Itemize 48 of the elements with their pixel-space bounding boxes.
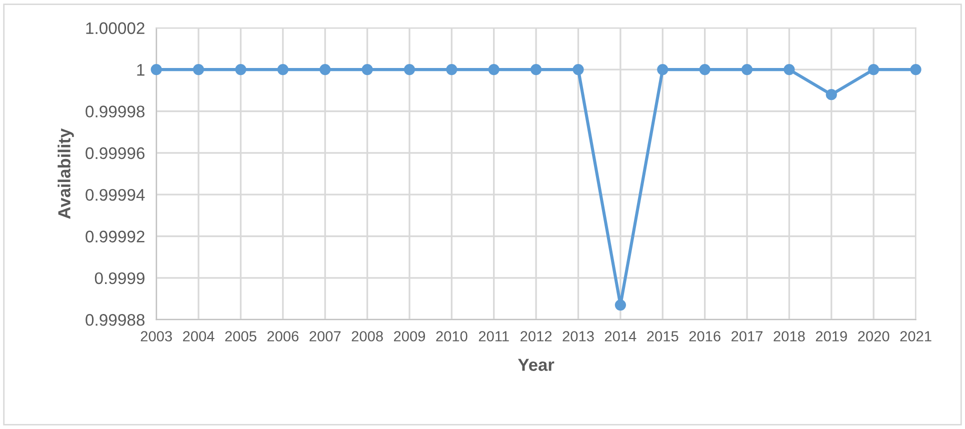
x-tick-label: 2005 <box>225 331 256 342</box>
point <box>699 64 710 76</box>
x-tick-label: 2013 <box>562 331 594 342</box>
x-tick-label: 2008 <box>352 331 383 342</box>
x-tick-label: 2021 <box>900 331 932 342</box>
y-tick-label: 1 <box>137 64 144 76</box>
x-tick-label: 2003 <box>140 331 172 342</box>
point <box>614 299 626 311</box>
y-tick-label: 0.99998 <box>86 106 144 118</box>
x-tick-label: 2009 <box>394 331 426 342</box>
point <box>826 89 837 100</box>
x-tick-label: 2015 <box>647 331 678 342</box>
point <box>868 64 880 76</box>
y-tick-label: 0.99988 <box>86 314 144 326</box>
point <box>530 64 542 76</box>
x-tick-label: 2017 <box>732 331 763 342</box>
point <box>741 64 753 76</box>
y-tick-label: 0.99992 <box>86 230 144 242</box>
x-tick-label: 2019 <box>816 331 847 342</box>
x-axis-title: Year <box>518 358 554 371</box>
point <box>446 64 458 76</box>
x-tick-label: 2018 <box>774 331 805 342</box>
point <box>784 64 795 76</box>
point <box>235 64 246 76</box>
point <box>910 64 922 76</box>
point <box>657 64 668 76</box>
point <box>150 64 162 76</box>
x-tick-label: 2020 <box>858 331 890 342</box>
point <box>277 64 288 76</box>
x-tick-label: 2014 <box>604 331 636 342</box>
x-tick-label: 2010 <box>436 331 468 342</box>
point <box>572 64 584 76</box>
y-tick-label: 0.99996 <box>86 147 144 160</box>
y-tick-label: 1.00002 <box>86 22 144 34</box>
x-tick-label: 2004 <box>183 331 214 342</box>
x-tick-label: 2012 <box>520 331 552 342</box>
x-tick-label: 2016 <box>689 331 720 342</box>
x-tick-label: 2006 <box>267 331 298 342</box>
x-tick-label: 2011 <box>478 331 509 342</box>
y-tick-label: 0.99994 <box>86 188 145 201</box>
y-tick-label: 0.9999 <box>94 272 144 284</box>
x-tick-label: 2007 <box>310 331 341 342</box>
point <box>488 64 500 76</box>
point <box>362 64 373 76</box>
point <box>192 64 204 76</box>
point <box>404 64 416 76</box>
y-axis-title: Availability <box>58 128 74 219</box>
point <box>320 64 331 76</box>
